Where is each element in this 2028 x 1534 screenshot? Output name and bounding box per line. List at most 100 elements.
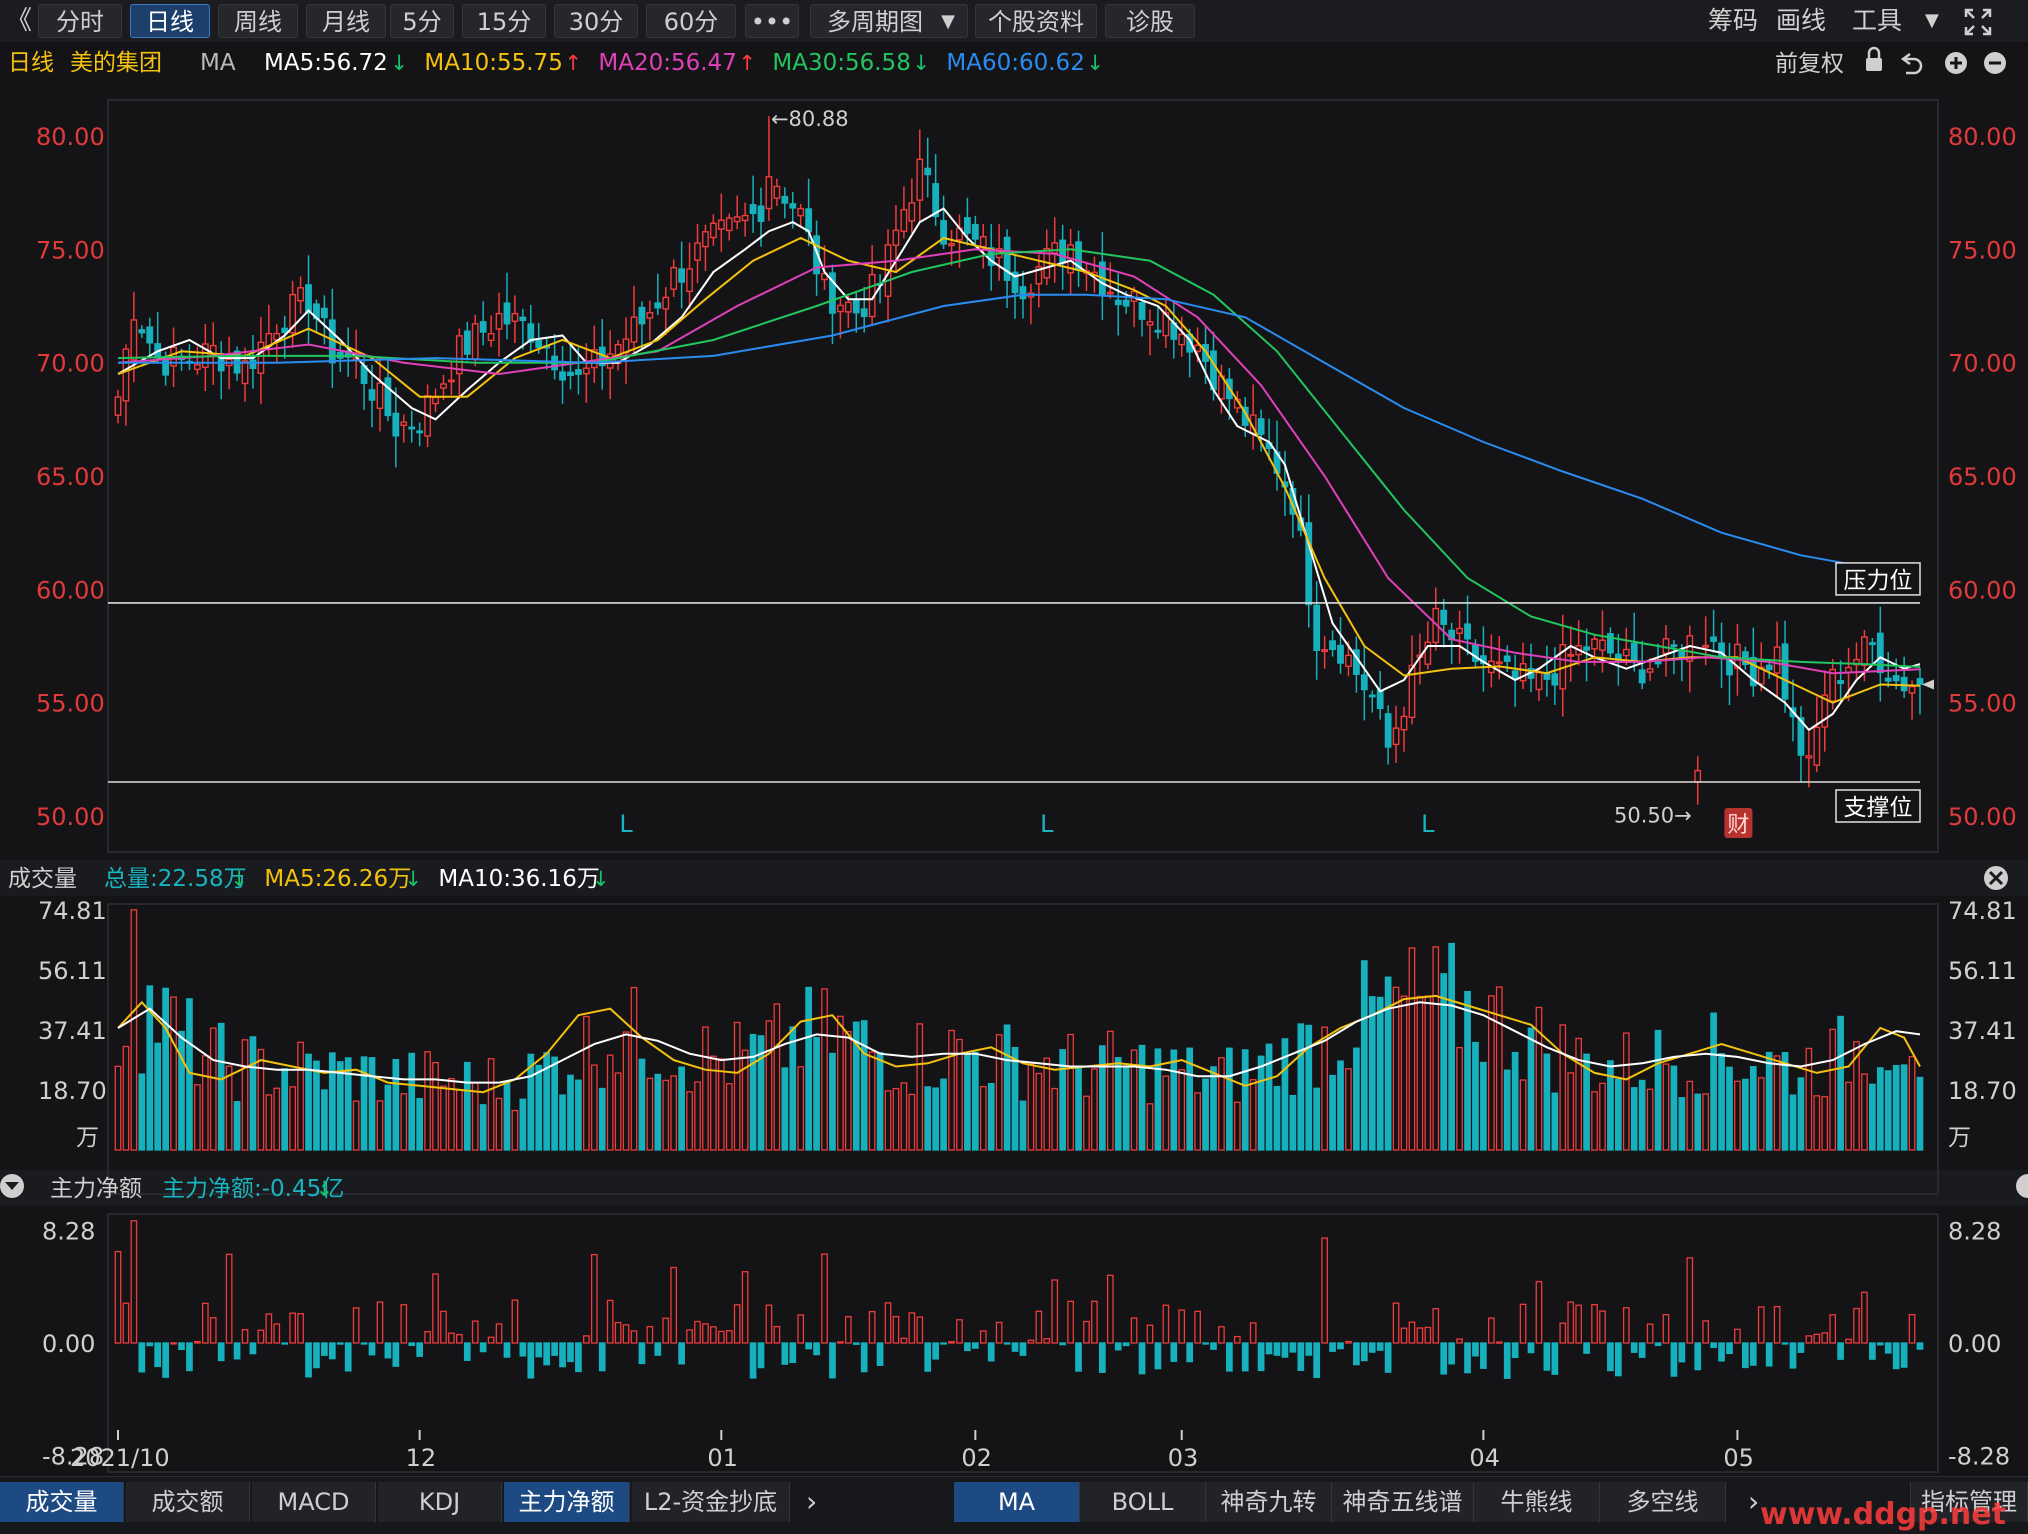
flow-bar	[424, 1330, 431, 1344]
candle-body	[1162, 312, 1170, 337]
price-tick-left: 70.00	[36, 350, 105, 378]
bottom-tab-right-5[interactable]: 多空线	[1600, 1482, 1726, 1522]
flow-bar	[805, 1342, 812, 1350]
bottom-tab-left-0[interactable]: 成交量	[0, 1482, 124, 1522]
tab-period-2[interactable]: 周线	[218, 4, 298, 38]
candle-body	[1829, 668, 1837, 702]
candle-body	[1345, 654, 1352, 667]
ma-legend-item-0: MA5:56.72	[264, 50, 388, 76]
flow-bar	[527, 1342, 535, 1379]
chip-button[interactable]: 筹码	[1708, 6, 1759, 35]
candle-body	[368, 389, 376, 401]
flow-bar	[876, 1342, 884, 1366]
volume-bar	[1011, 1047, 1019, 1151]
bottom-tab-left-2[interactable]: MACD	[252, 1482, 376, 1522]
volume-bar	[829, 1052, 836, 1151]
bottom-tab-right-3[interactable]: 神奇五线谱	[1332, 1482, 1474, 1522]
flow-bar	[1297, 1342, 1305, 1371]
bottom-tab-right-0[interactable]: MA	[954, 1482, 1080, 1522]
volume-bar	[1289, 1094, 1297, 1151]
volume-bar	[1456, 1046, 1463, 1151]
tab-period-6[interactable]: 30分	[554, 4, 638, 38]
volume-bar	[289, 1086, 296, 1151]
candle-body	[400, 421, 408, 426]
tools-button[interactable]: 工具	[1852, 6, 1903, 35]
candle-body	[114, 396, 122, 416]
volume-bar	[1059, 1049, 1067, 1151]
bottom-tab-left-5[interactable]: L2-资金抄底	[632, 1482, 790, 1522]
volume-bar	[535, 1064, 543, 1151]
x-tick-label: 02	[961, 1444, 992, 1472]
bottom-tab-right-4[interactable]: 牛熊线	[1474, 1482, 1600, 1522]
flow-bar	[487, 1336, 495, 1344]
draw-button[interactable]: 画线	[1776, 6, 1827, 35]
flow-bar	[1876, 1342, 1884, 1346]
volume-bar	[1099, 1045, 1106, 1151]
close-icon[interactable]	[1984, 866, 2008, 890]
indicator-manage-button[interactable]: 指标管理	[1910, 1482, 2028, 1522]
collapse-icon[interactable]	[0, 1174, 24, 1198]
tab-period-3[interactable]: 月线	[306, 4, 386, 38]
candle-body	[1392, 727, 1400, 746]
volume-bar	[551, 1056, 558, 1151]
zoom-in-icon[interactable]	[1945, 52, 1967, 74]
candle-body	[1408, 664, 1416, 719]
bottom-tab-left-4[interactable]: 主力净额	[504, 1482, 630, 1522]
zoom-out-icon[interactable]	[1984, 52, 2006, 74]
tab-period-1[interactable]: 日线	[130, 4, 210, 38]
candle-body	[1535, 671, 1543, 691]
flow-bar	[178, 1342, 185, 1351]
flow-bar	[1448, 1342, 1455, 1365]
volume-ma-ma10	[117, 1001, 1921, 1084]
bottom-tab-left-3[interactable]: KDJ	[378, 1482, 502, 1522]
l-marker[interactable]: L	[1421, 810, 1435, 838]
watermark: www.ddgp.net	[1760, 1497, 2006, 1532]
bottom-tab-right-1[interactable]: BOLL	[1080, 1482, 1206, 1522]
volume-bar	[781, 1067, 789, 1151]
multi-period-dropdown[interactable]: 多周期图 ▼	[810, 4, 968, 38]
volume-bar	[979, 1085, 987, 1151]
chevron-right-icon[interactable]: ›	[806, 1485, 818, 1518]
diagnose-button[interactable]: 诊股	[1105, 4, 1195, 38]
caret-down-icon[interactable]: ▼	[1925, 10, 1939, 31]
tab-period-5[interactable]: 15分	[462, 4, 546, 38]
fullscreen-icon[interactable]	[1964, 8, 1992, 36]
adjust-label[interactable]: 前复权	[1775, 51, 1844, 77]
more-icon[interactable]: •••	[745, 4, 799, 38]
stock-info-button[interactable]: 个股资料	[975, 4, 1097, 38]
volume-bar	[559, 1094, 566, 1151]
candle-body	[654, 302, 662, 309]
volume-bar	[1480, 1061, 1487, 1151]
flow-bar	[1130, 1317, 1138, 1344]
chevron-right-icon-2[interactable]: ›	[1748, 1485, 1760, 1518]
volume-bar	[1702, 1093, 1710, 1151]
tab-period-4[interactable]: 5分	[390, 4, 454, 38]
flow-bar	[1138, 1342, 1146, 1375]
price-tick-right: 65.00	[1948, 463, 2017, 491]
tab-period-0[interactable]: 分时	[38, 4, 122, 38]
volume-bar	[614, 1072, 622, 1151]
back-icon[interactable]: 《	[6, 6, 33, 36]
candle-body	[694, 242, 701, 261]
l-marker[interactable]: L	[1040, 810, 1054, 838]
undo-icon[interactable]	[1900, 52, 1923, 75]
flow-bar	[1575, 1304, 1583, 1344]
volume-bar	[710, 1055, 717, 1151]
bottom-tab-right-2[interactable]: 神奇九转	[1206, 1482, 1332, 1522]
finance-badge[interactable]	[1724, 808, 1753, 838]
candle-body	[1908, 685, 1916, 694]
l-marker[interactable]: L	[619, 810, 633, 838]
flow-bar	[1194, 1310, 1201, 1344]
volume-bar	[1003, 1024, 1011, 1151]
lock-icon[interactable]	[1866, 46, 1882, 71]
flow-bar	[1694, 1342, 1702, 1371]
level-label-box	[1835, 789, 1921, 823]
flow-bar	[154, 1342, 162, 1368]
tab-period-7[interactable]: 60分	[646, 4, 736, 38]
flow-bar	[1797, 1342, 1805, 1353]
candle-body	[717, 219, 725, 230]
flow-bar	[289, 1312, 296, 1344]
bottom-tab-left-1[interactable]: 成交额	[126, 1482, 250, 1522]
flow-bar	[694, 1320, 701, 1344]
indicator-name[interactable]: MA	[200, 50, 236, 76]
